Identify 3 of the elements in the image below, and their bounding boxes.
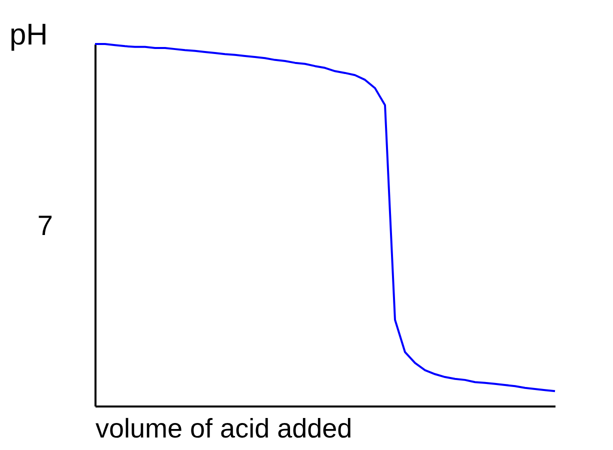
x-axis-title: volume of acid added [96,414,352,444]
y-axis-title: pH [10,18,48,52]
text: 7 [37,210,53,241]
